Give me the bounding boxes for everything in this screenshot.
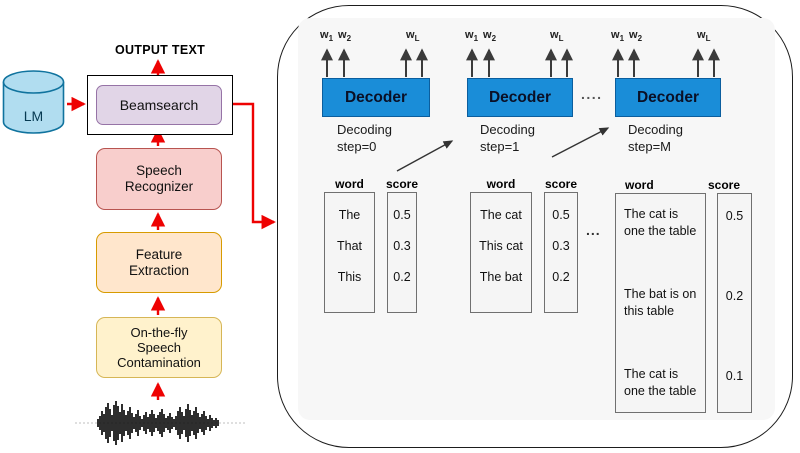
w2-label-0: w2 <box>338 29 352 44</box>
w1-label-2: w1 <box>611 29 625 44</box>
wL-label-2: wL <box>697 29 711 44</box>
wL-label-0: wL <box>406 29 420 44</box>
w2-label-2: w2 <box>629 29 643 44</box>
score-cell: 0.3 <box>552 239 570 253</box>
arrow-step1-to-stepM <box>551 127 610 158</box>
lm-label: LM <box>23 108 44 124</box>
decoder-box-2: Decoder <box>615 78 721 117</box>
w2-label-1: w2 <box>483 29 497 44</box>
score-header-2: score <box>707 178 741 192</box>
word-column-2: The cat is one the table The bat is on t… <box>615 193 706 413</box>
decoding-step-1: Decoding step=1 <box>480 122 535 154</box>
score-cell: 0.2 <box>393 270 411 284</box>
score-column-1: 0.5 0.3 0.2 <box>544 192 578 313</box>
arrow-beamsearch-to-panel <box>233 102 276 230</box>
decoder-ellipsis: .... <box>581 86 603 102</box>
score-header-1: score <box>544 177 578 191</box>
word-cell: The cat is one the table <box>624 207 697 238</box>
lm-cylinder <box>2 70 65 134</box>
w1-label-1: w1 <box>465 29 479 44</box>
feature-extraction-label: Feature Extraction <box>128 246 190 278</box>
score-column-0: 0.5 0.3 0.2 <box>387 192 417 313</box>
word-cell: This cat <box>479 239 523 253</box>
beamsearch-label: Beamsearch <box>119 97 199 113</box>
decoder-output-arrows <box>321 48 720 77</box>
w1-label-0: w1 <box>320 29 334 44</box>
word-cell: The <box>338 208 361 222</box>
speech-recognizer-label: Speech Recognizer <box>124 163 194 194</box>
score-cell: 0.1 <box>725 369 744 383</box>
output-text-label: OUTPUT TEXT <box>114 43 206 57</box>
word-cell: This <box>337 270 362 284</box>
score-cell: 0.5 <box>725 209 744 223</box>
table-ellipsis: ... <box>586 222 601 238</box>
decoding-step-0: Decoding step=0 <box>337 122 392 154</box>
wL-label-1: wL <box>550 29 564 44</box>
decoding-step-M: Decoding step=M <box>628 122 683 154</box>
word-column-1: The cat This cat The bat <box>470 192 532 313</box>
score-cell: 0.2 <box>552 270 570 284</box>
audio-waveform <box>75 401 247 445</box>
word-cell: The cat <box>480 208 522 222</box>
word-header-1: word <box>486 177 516 191</box>
feature-extraction-box: Feature Extraction <box>96 232 222 293</box>
contamination-box: On-the-fly Speech Contamination <box>96 317 222 378</box>
word-cell: That <box>336 239 362 253</box>
word-cell: The cat is one the table <box>624 367 697 398</box>
contamination-label: On-the-fly Speech Contamination <box>117 325 201 370</box>
word-cell: The bat <box>479 270 523 284</box>
word-header-2: word <box>625 178 654 192</box>
word-header-0: word <box>335 177 364 191</box>
score-cell: 0.3 <box>393 239 411 253</box>
word-cell: The bat is on this table <box>624 287 697 318</box>
decoder-box-0: Decoder <box>322 78 430 117</box>
score-header-0: score <box>385 177 419 191</box>
score-cell: 0.5 <box>393 208 411 222</box>
beamsearch-box: Beamsearch <box>96 85 222 125</box>
score-cell: 0.2 <box>725 289 744 303</box>
score-column-2: 0.5 0.2 0.1 <box>717 193 752 413</box>
speech-recognizer-box: Speech Recognizer <box>96 148 222 210</box>
arrow-step0-to-step1 <box>396 140 454 172</box>
word-column-0: The That This <box>324 192 375 313</box>
score-cell: 0.5 <box>552 208 570 222</box>
decoder-box-1: Decoder <box>467 78 573 117</box>
